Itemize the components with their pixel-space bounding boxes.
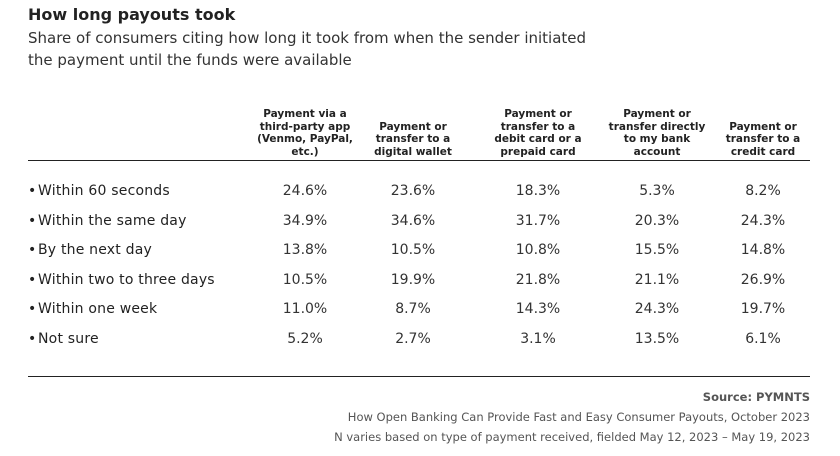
column-header: Payment or transfer to a credit card — [725, 120, 801, 158]
cell: 24.3% — [634, 301, 680, 318]
row-label: Not sure — [28, 331, 99, 347]
cell: 14.3% — [515, 301, 561, 318]
row-label: Within 60 seconds — [28, 183, 170, 199]
cell: 19.7% — [740, 301, 786, 318]
title: How long payouts took — [28, 5, 236, 24]
note: N varies based on type of payment receiv… — [334, 430, 810, 444]
cell: 8.2% — [745, 183, 781, 199]
column-header: Payment or transfer to a debit card or a… — [494, 108, 582, 158]
row-label: Within one week — [28, 301, 157, 317]
cell: 34.9% — [282, 212, 328, 229]
cell: 13.8% — [282, 242, 328, 259]
cell: 21.8% — [515, 271, 561, 288]
subtitle: Share of consumers citing how long it to… — [28, 29, 587, 69]
cell: 24.6% — [282, 183, 328, 199]
cell: 20.3% — [634, 212, 680, 229]
row-label: Within the same day — [28, 213, 187, 229]
cell: 6.1% — [745, 331, 781, 347]
cell: 3.1% — [520, 331, 556, 347]
cell: 18.3% — [515, 183, 561, 199]
row-label: Within two to three days — [28, 272, 215, 288]
cell: 5.3% — [639, 183, 675, 199]
cell: 31.7% — [515, 212, 561, 229]
cell: 2.7% — [395, 331, 431, 347]
cell: 15.5% — [634, 242, 680, 259]
cell: 23.6% — [390, 183, 436, 199]
cell: 13.5% — [634, 331, 680, 347]
cell: 5.2% — [287, 331, 323, 347]
cell: 34.6% — [390, 212, 436, 229]
cell: 10.5% — [390, 242, 436, 259]
cell: 10.8% — [515, 242, 561, 259]
column-header: Payment or transfer directly to my bank … — [608, 108, 706, 158]
row-label: By the next day — [28, 242, 152, 258]
cell: 21.1% — [634, 271, 680, 288]
cell: 11.0% — [282, 301, 328, 318]
column-header: Payment or transfer to a digital wallet — [374, 120, 452, 158]
cell: 8.7% — [395, 301, 431, 318]
cell: 10.5% — [282, 271, 328, 288]
note: How Open Banking Can Provide Fast and Ea… — [347, 410, 810, 424]
cell: 19.9% — [390, 271, 436, 288]
cell: 26.9% — [740, 271, 786, 288]
source: Source: PYMNTS — [702, 390, 810, 404]
header-rule — [28, 160, 810, 161]
column-header: Payment via a third-party app (Venmo, Pa… — [257, 108, 353, 158]
cell: 14.8% — [740, 242, 786, 259]
cell: 24.3% — [740, 212, 786, 229]
bottom-rule — [28, 376, 810, 377]
